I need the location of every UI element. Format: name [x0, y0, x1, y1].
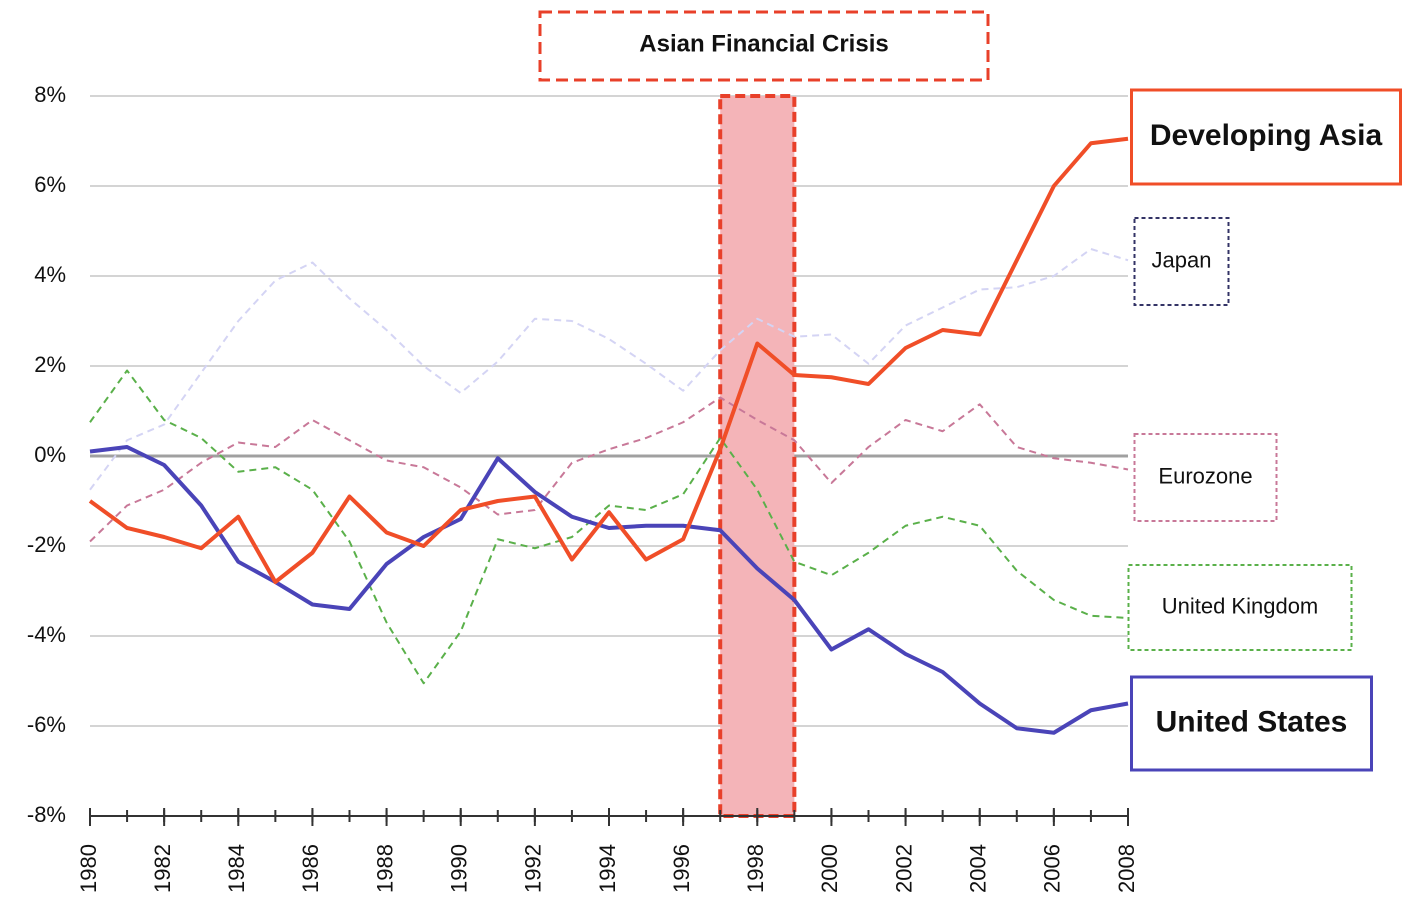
x-tick-label: 1996 [669, 844, 694, 893]
legend-label: Developing Asia [1150, 119, 1383, 152]
x-tick-label: 2002 [891, 844, 916, 893]
y-tick-label: 0% [34, 442, 66, 467]
y-tick-label: -4% [27, 622, 66, 647]
y-tick-label: 8% [34, 82, 66, 107]
y-tick-label: -6% [27, 712, 66, 737]
legend-label: United Kingdom [1162, 593, 1319, 618]
x-tick-label: 1994 [595, 844, 620, 893]
x-tick-label: 2008 [1114, 844, 1139, 893]
x-tick-label: 2000 [817, 844, 842, 893]
legend-label: United States [1156, 705, 1348, 738]
highlight-band [718, 94, 797, 818]
annotation: Asian Financial Crisis [639, 30, 888, 57]
series-line [88, 136, 1129, 584]
x-tick-label: 1980 [76, 844, 101, 893]
y-tick-label: -8% [27, 802, 66, 827]
x-tick-label: 1986 [298, 844, 323, 893]
y-tick-label: 6% [34, 172, 66, 197]
legend-label: Japan [1152, 247, 1212, 272]
legend-label: Eurozone [1158, 463, 1252, 488]
x-tick-label: 1998 [743, 844, 768, 893]
x-tick-label: 2004 [966, 844, 991, 893]
legend-box [1133, 217, 1230, 306]
legend-box [1133, 433, 1278, 522]
legend-box [1130, 88, 1402, 186]
series-line [89, 445, 1129, 735]
x-tick-label: 1992 [521, 844, 546, 893]
y-tick-label: 2% [34, 352, 66, 377]
x-tick-label: 2006 [1040, 844, 1065, 893]
y-tick-label: 4% [34, 262, 66, 287]
x-tick-label: 1982 [150, 844, 175, 893]
x-tick-label: 1984 [224, 844, 249, 893]
legend-box [1130, 675, 1373, 772]
x-tick-label: 1990 [447, 844, 472, 893]
annotation-box [538, 10, 990, 82]
x-tick-label: 1988 [372, 844, 397, 893]
series-line [89, 369, 1129, 685]
series-line [89, 248, 1129, 491]
legend-box [1127, 564, 1353, 651]
series-line [89, 396, 1129, 543]
y-tick-label: -2% [27, 532, 66, 557]
